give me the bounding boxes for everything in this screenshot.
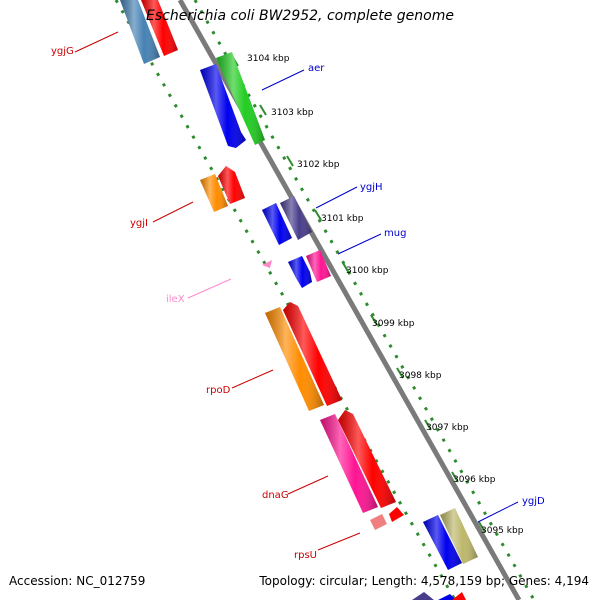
tick-label: 3096 kbp — [453, 475, 496, 485]
gene-label-ygjD: ygjD — [522, 496, 545, 507]
tick-label: 3095 kbp — [481, 526, 524, 536]
tick-label: 3101 kbp — [321, 214, 364, 224]
tick-label: 3103 kbp — [271, 108, 314, 118]
feature-rpsU[interactable] — [370, 507, 404, 530]
feature-ygjI[interactable] — [200, 166, 245, 212]
accession-text: Accession: NC_012759 — [9, 574, 146, 588]
tick-label: 3098 kbp — [399, 371, 442, 381]
feature-aer[interactable] — [200, 52, 265, 148]
tick-mark — [286, 155, 294, 167]
tick-mark — [314, 209, 322, 221]
feature-ygjD[interactable] — [423, 508, 478, 570]
label-leader — [287, 475, 329, 495]
tick-label: 3102 kbp — [297, 160, 340, 170]
tick-mark — [370, 314, 378, 326]
label-leader — [337, 233, 382, 255]
genome-summary-text: Topology: circular; Length: 4,578,159 bp… — [259, 574, 589, 588]
tick-label: 3104 kbp — [247, 54, 290, 64]
gene-label-rpsU: rpsU — [294, 550, 317, 561]
tick-label: 3097 kbp — [426, 423, 469, 433]
label-leader — [477, 501, 519, 523]
gene-label-dnaG: dnaG — [262, 490, 289, 501]
label-leader — [231, 369, 274, 389]
gene-label-aer: aer — [308, 63, 325, 74]
feature-mug[interactable] — [288, 250, 331, 288]
feature-dnaG[interactable] — [320, 410, 396, 513]
label-leader — [187, 278, 232, 299]
feature-rpoD[interactable] — [265, 302, 342, 411]
label-leader — [315, 186, 358, 209]
feature-ygjG[interactable] — [120, 0, 178, 64]
tick-mark — [396, 367, 404, 379]
gene-label-mug: mug — [384, 228, 406, 239]
map-title: Escherichia coli BW2952, complete genome — [146, 8, 454, 24]
tick-mark — [259, 104, 267, 116]
label-leader — [74, 31, 119, 53]
gene-label-ygjI: ygjI — [130, 218, 148, 229]
tick-mark — [342, 262, 350, 274]
tick-mark — [478, 521, 486, 533]
feature-ygjH[interactable] — [262, 196, 312, 245]
gene-label-ileX: ileX — [166, 294, 185, 305]
tick-mark — [424, 419, 432, 431]
label-leader — [152, 201, 194, 223]
label-leader — [317, 532, 361, 551]
tick-label: 3099 kbp — [372, 319, 415, 329]
gene-labels: ygjG aer ygjH ygjI mug ileX rpoD dnaG rp… — [51, 31, 545, 561]
feature-ileX[interactable] — [262, 260, 272, 268]
gene-label-ygjG: ygjG — [51, 46, 74, 57]
tick-mark — [451, 471, 459, 483]
feature-partial-bottom — [412, 592, 466, 600]
tick-label: 3100 kbp — [346, 266, 389, 276]
tick-labels: 3104 kbp 3103 kbp 3102 kbp 3101 kbp 3100… — [247, 54, 524, 536]
gene-label-ygjH: ygjH — [360, 182, 383, 193]
label-leader — [261, 69, 305, 91]
gene-label-rpoD: rpoD — [206, 385, 231, 396]
